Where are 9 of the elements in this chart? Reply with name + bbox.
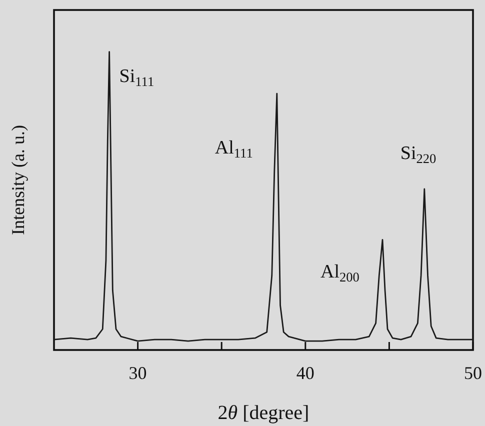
x-axis-title: 2θ [degree] [218, 402, 310, 424]
x-tick-label: 40 [296, 363, 314, 383]
y-axis-title: Intensity (a. u.) [8, 125, 28, 235]
annotation: Al$_{200}$ [320, 262, 360, 285]
annotation: Si$_{220}$ [400, 142, 437, 166]
x-tick-label: 50 [464, 363, 482, 383]
annotation: Si$_{111}$ [119, 66, 154, 89]
annotation: Al$_{111}$ [214, 138, 253, 160]
x-tick-label: 30 [128, 363, 147, 383]
